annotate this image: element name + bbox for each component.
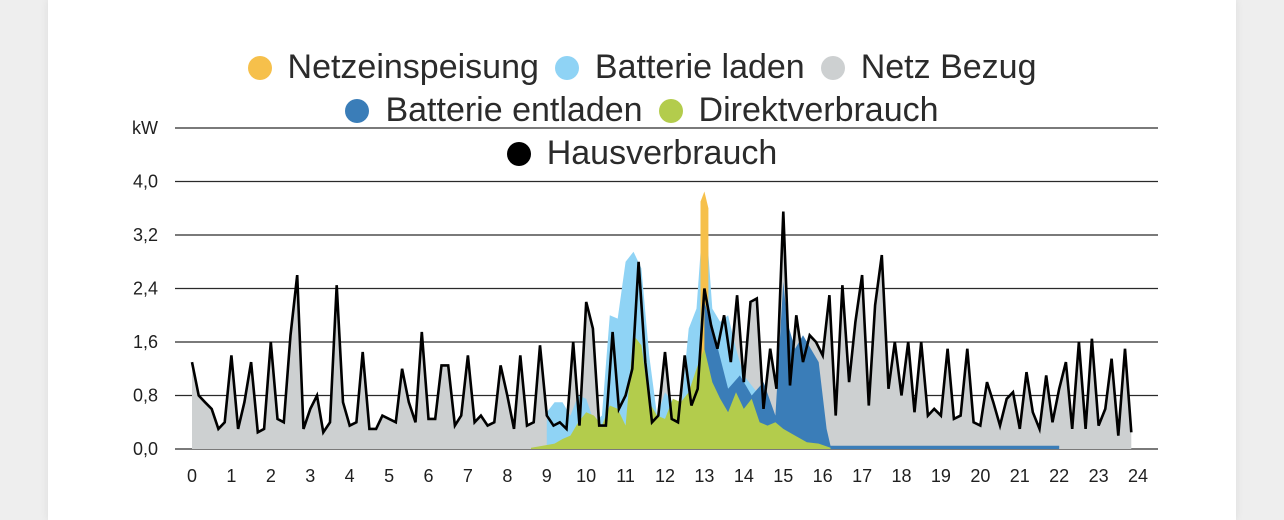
legend-label: Netz Bezug	[860, 48, 1037, 86]
legend-row-1: Netzeinspeisung Batterie laden Netz Bezu…	[0, 46, 1284, 89]
legend-dot-icon	[820, 55, 845, 80]
x-tick-label: 13	[694, 466, 714, 486]
x-tick-label: 14	[734, 466, 754, 486]
y-tick-label: 2,4	[133, 279, 158, 299]
legend-item-netz-bezug[interactable]: Netz Bezug	[820, 48, 1037, 87]
x-tick-label: 17	[852, 466, 872, 486]
legend-row-3: Hausverbrauch	[0, 132, 1284, 175]
legend-item-batterie-laden[interactable]: Batterie laden	[554, 48, 805, 87]
x-tick-label: 4	[345, 466, 355, 486]
legend-dot-icon	[345, 98, 370, 123]
y-tick-label: 4,0	[133, 172, 158, 192]
x-tick-label: 21	[1010, 466, 1030, 486]
x-tick-label: 22	[1049, 466, 1069, 486]
x-tick-label: 5	[384, 466, 394, 486]
y-tick-label: 1,6	[133, 332, 158, 352]
legend-label: Batterie entladen	[385, 91, 643, 129]
legend-dot-icon	[658, 98, 683, 123]
y-tick-label: 0,0	[133, 439, 158, 459]
legend-item-direktverbrauch[interactable]: Direktverbrauch	[658, 91, 939, 130]
x-tick-label: 7	[463, 466, 473, 486]
x-tick-label: 24	[1128, 466, 1148, 486]
legend-dot-icon	[247, 55, 272, 80]
x-tick-label: 19	[931, 466, 951, 486]
legend-label: Batterie laden	[594, 48, 805, 86]
x-tick-label: 20	[970, 466, 990, 486]
area-batterie-entladen	[704, 281, 1060, 449]
x-tick-label: 2	[266, 466, 276, 486]
y-tick-label: 0,8	[133, 386, 158, 406]
x-tick-label: 1	[226, 466, 236, 486]
legend: Netzeinspeisung Batterie laden Netz Bezu…	[0, 46, 1284, 175]
legend-dot-icon	[506, 141, 531, 166]
legend-item-netzeinspeisung[interactable]: Netzeinspeisung	[247, 48, 539, 87]
x-tick-label: 15	[773, 466, 793, 486]
x-tick-label: 18	[891, 466, 911, 486]
x-tick-label: 0	[187, 466, 197, 486]
x-tick-label: 8	[502, 466, 512, 486]
legend-label: Hausverbrauch	[546, 134, 778, 172]
area-netz-bezug	[192, 211, 1132, 449]
x-tick-label: 9	[542, 466, 552, 486]
x-tick-label: 6	[423, 466, 433, 486]
line-layer	[190, 211, 1133, 436]
y-axis-unit-label: kW	[132, 118, 158, 138]
legend-row-2: Batterie entladen Direktverbrauch	[0, 89, 1284, 132]
y-tick-label: 3,2	[133, 225, 158, 245]
legend-label: Direktverbrauch	[698, 91, 939, 129]
legend-item-hausverbrauch[interactable]: Hausverbrauch	[506, 134, 778, 173]
x-tick-label: 16	[813, 466, 833, 486]
x-tick-label: 10	[576, 466, 596, 486]
line-hausverbrauch	[190, 211, 1133, 436]
legend-dot-icon	[554, 55, 579, 80]
legend-item-batterie-entladen[interactable]: Batterie entladen	[345, 91, 643, 130]
x-tick-label: 12	[655, 466, 675, 486]
area-layer	[192, 191, 1132, 449]
x-tick-label: 23	[1089, 466, 1109, 486]
x-tick-label: 11	[616, 466, 635, 486]
legend-label: Netzeinspeisung	[287, 48, 539, 86]
x-tick-label: 3	[305, 466, 315, 486]
